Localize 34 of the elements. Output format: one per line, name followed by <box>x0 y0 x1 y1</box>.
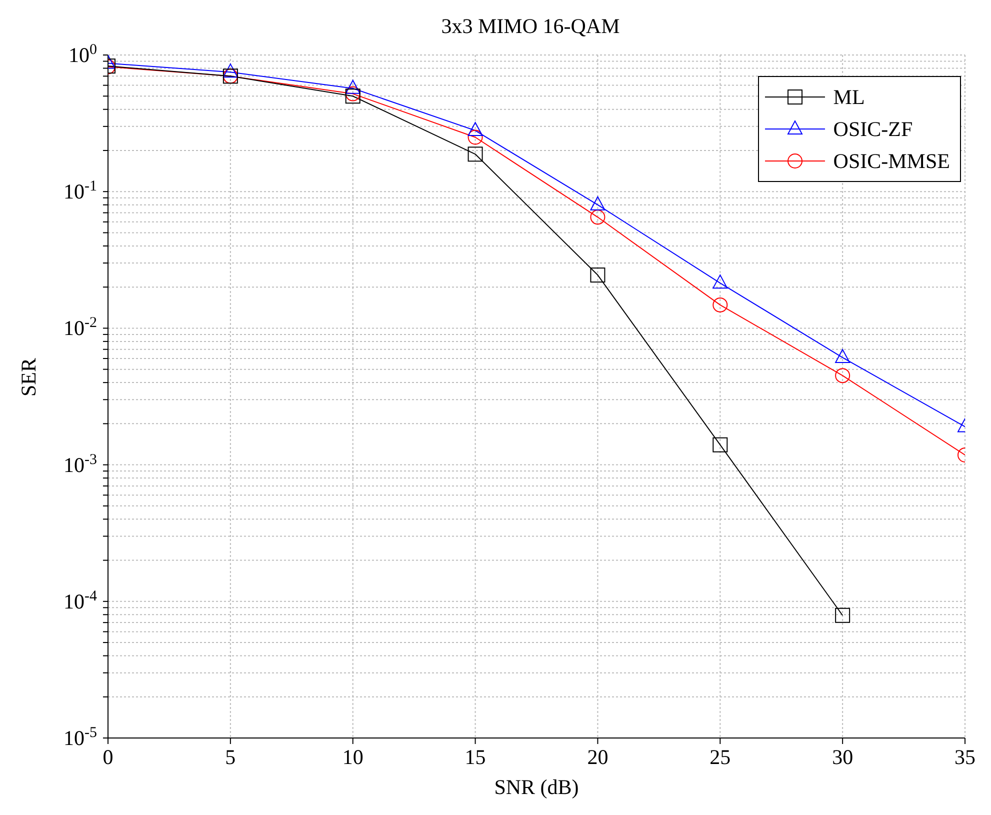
y-tick-label: 10$^{-5}$ <box>64 725 97 750</box>
y-tick-label: 10$^{-1}$ <box>64 178 97 204</box>
point <box>712 274 728 289</box>
x-tick-label: 20 <box>587 745 608 769</box>
point <box>222 64 238 78</box>
x-tick-label: 30 <box>832 745 854 769</box>
point <box>835 368 850 384</box>
point <box>468 122 483 136</box>
chart-title: 3x3 MIMO 16-QAM <box>440 14 621 39</box>
legend-label: ML <box>833 84 865 110</box>
point <box>835 349 850 364</box>
y-tick-label: 10$^{-4}$ <box>64 588 98 614</box>
point <box>712 437 728 452</box>
y-tick-label: 10$^{-2}$ <box>64 315 97 340</box>
point <box>712 297 728 312</box>
x-axis-title: SNR (dB) <box>494 775 579 799</box>
x-tick-label: 10 <box>342 745 364 769</box>
y-axis-title: SER <box>16 358 40 396</box>
point <box>590 268 606 283</box>
point <box>590 196 606 210</box>
legend-label: OSIC-MMSE <box>833 148 950 174</box>
x-tick-label: 5 <box>225 745 236 769</box>
x-tick-label: 0 <box>102 745 114 769</box>
point <box>835 608 850 623</box>
y-tick-label: 10$^{0}$ <box>68 42 97 67</box>
x-tick-label: 25 <box>710 745 731 769</box>
point <box>468 146 483 162</box>
point <box>345 80 360 94</box>
point <box>468 130 483 145</box>
legend-label: OSIC-ZF <box>833 116 913 142</box>
x-tick-label: 35 <box>954 745 976 769</box>
y-tick-label: 10$^{-3}$ <box>64 452 97 477</box>
point <box>590 210 606 225</box>
x-tick-label: 15 <box>464 745 486 769</box>
